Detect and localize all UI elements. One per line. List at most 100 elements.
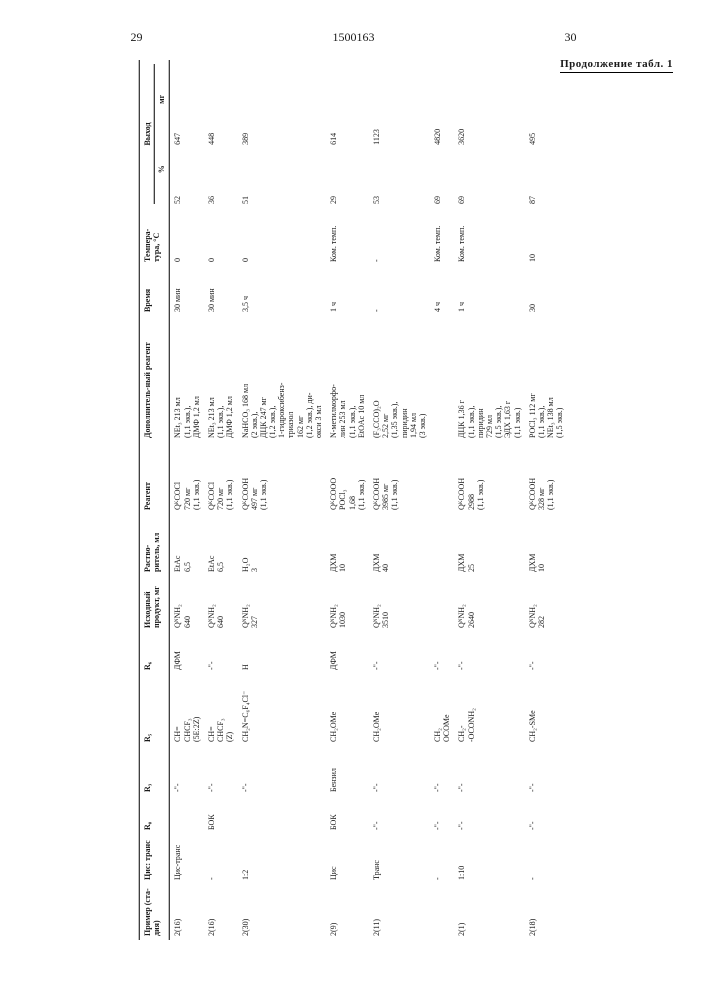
cell-r3: -"- (204, 746, 238, 796)
cell-vykhod_pct: 36 (204, 149, 238, 208)
cell-vremya: 3,5 ч (237, 266, 326, 316)
th-vykhod: Выход % мг (139, 60, 169, 208)
cell-r3: Бензил (326, 746, 369, 796)
cell-vykhod_mg: 614 (326, 60, 369, 149)
cell-cistrans: - (525, 834, 568, 884)
cell-primer: 2(1) (454, 884, 524, 940)
cell-vremya: 30 мин (170, 266, 204, 316)
th-vykhod-mg: мг (157, 95, 166, 104)
cell-iskhod (430, 576, 454, 632)
th-r3: R₃ (139, 746, 169, 796)
table-row: 2(18)--"--"-CH₂-SMe-"-QᴺNH₂282ДХМ10QᴷCOO… (525, 60, 568, 940)
cell-vykhod_pct: 29 (326, 149, 369, 208)
cell-cistrans: - (204, 834, 238, 884)
cell-reagent: QᴷCOOH3985 мг(1,1 экв.) (369, 442, 430, 514)
table-row: 2(11)Транс-"--"-CH₂OMe-"-QᴺNH₂3510ДХМ40Q… (369, 60, 430, 940)
cell-vykhod_pct: 53 (369, 149, 430, 208)
cell-reagent (430, 442, 454, 514)
cell-vykhod_pct: 52 (170, 149, 204, 208)
cell-cistrans: Цис-транс (170, 834, 204, 884)
table-row: 2(9)ЦисБОКБензилCH₂OMeДФМQᴺNH₂1030ДХМ10Q… (326, 60, 369, 940)
cell-cistrans: 1:2 (237, 834, 326, 884)
cell-rast: ДХМ25 (454, 514, 524, 576)
cell-r6: -"- (525, 632, 568, 674)
cell-temp: 10 (525, 208, 568, 266)
table-head: Пример (ста-дия) Цис: транс R₀ R₃ R₅ R₆ … (139, 60, 169, 940)
table-row: 2(1)1:10-"--"-CH₂--OCONH₂-"-QᴺNH₂2640ДХМ… (454, 60, 524, 940)
cell-vykhod_mg: 1123 (369, 60, 430, 149)
cell-iskhod: QᴺNH₂282 (525, 576, 568, 632)
cell-primer: 2(16) (170, 884, 204, 940)
cell-r0 (237, 796, 326, 834)
th-primer: Пример (ста-дия) (139, 884, 169, 940)
cell-primer (430, 884, 454, 940)
th-reagent: Реагент (139, 442, 169, 514)
cell-vremya: 30 (525, 266, 568, 316)
page-header: 29 1500163 30 (20, 30, 687, 45)
cell-temp: Ком. темп. (430, 208, 454, 266)
cell-r3: -"- (454, 746, 524, 796)
table-row: 2(16)-БОК-"-CH=CHCF₃(Z)-"-QᴺNH₂640EtAc6,… (204, 60, 238, 940)
cell-temp: 0 (170, 208, 204, 266)
cell-r5: CH=CHCF₃(5E:2Z) (170, 674, 204, 746)
th-r5: R₅ (139, 674, 169, 746)
page-container: 29 1500163 30 Продолжение табл. 1 Пример… (0, 0, 707, 1000)
table-row: --"--"-CH₂OCOMe-"-4 чКом. темп.694820 (430, 60, 454, 940)
cell-iskhod: QᴺNH₂640 (204, 576, 238, 632)
cell-dop: (F₃CCO)₂O2,52 мг(1,35 экв.),пиридин1,94 … (369, 316, 430, 442)
cell-temp: 0 (204, 208, 238, 266)
cell-vykhod_mg: 389 (237, 60, 326, 149)
th-r0: R₀ (139, 796, 169, 834)
cell-iskhod: QᴺNH₂2640 (454, 576, 524, 632)
cell-r0: -"- (430, 796, 454, 834)
cell-r0: -"- (454, 796, 524, 834)
cell-rast: H₂O3 (237, 514, 326, 576)
cell-rast (430, 514, 454, 576)
data-table: Пример (ста-дия) Цис: транс R₀ R₃ R₅ R₆ … (139, 60, 568, 940)
cell-vykhod_mg: 4820 (430, 60, 454, 149)
cell-reagent: QᴷCOCl720 мг(1,1 экв.) (170, 442, 204, 514)
table-row: 2(16)Цис-транс-"-CH=CHCF₃(5E:2Z)ДФМQᴺNH₂… (170, 60, 204, 940)
th-temp: Темпера-тура, °C (139, 208, 169, 266)
cell-rast: ДХМ10 (525, 514, 568, 576)
cell-dop: POCl₃ 112 мг(1,1 экв.),NEt₃ 138 мл(1,5 э… (525, 316, 568, 442)
th-rast: Раство-ритель, мл (139, 514, 169, 576)
cell-vremya: 4 ч (430, 266, 454, 316)
cell-dop: NEt₃ 213 мл(1,1 экв.),ДМФ 1,2 мл (170, 316, 204, 442)
cell-primer: 2(16) (204, 884, 238, 940)
th-cistrans: Цис: транс (139, 834, 169, 884)
cell-cistrans: Транс (369, 834, 430, 884)
th-vykhod-pct: % (157, 165, 166, 173)
cell-iskhod: QᴺNH₂1030 (326, 576, 369, 632)
cell-reagent: QᴷCOOOPOCl₃1,68(1,1 экв.) (326, 442, 369, 514)
cell-primer: 2(18) (525, 884, 568, 940)
cell-dop (430, 316, 454, 442)
cell-r6: -"- (204, 632, 238, 674)
cell-r5: CH₂OMe (326, 674, 369, 746)
th-vremya: Время (139, 266, 169, 316)
cell-temp: - (369, 208, 430, 266)
th-dop: Дополнитель-ный реагент (139, 316, 169, 442)
cell-r5: CH₂--OCONH₂ (454, 674, 524, 746)
cell-temp: Ком. темп. (326, 208, 369, 266)
cell-dop: N-метилморфо-лин 253 мл(1,1 экв.),EtOAc … (326, 316, 369, 442)
cell-primer: 2(30) (237, 884, 326, 940)
cell-vykhod_mg: 3620 (454, 60, 524, 149)
cell-primer: 2(9) (326, 884, 369, 940)
cell-dop: ДЦК 1,36 г(1,1 экв.),пиридин729 мл(1,5 э… (454, 316, 524, 442)
cell-vremya: 30 мин (204, 266, 238, 316)
cell-r6: ДФМ (326, 632, 369, 674)
cell-cistrans: Цис (326, 834, 369, 884)
cell-r5: CH₂OCOMe (430, 674, 454, 746)
cell-cistrans: 1:10 (454, 834, 524, 884)
cell-r0 (170, 796, 204, 834)
cell-r3: -"- (525, 746, 568, 796)
cell-vykhod_pct: 69 (454, 149, 524, 208)
table-body: 2(16)Цис-транс-"-CH=CHCF₃(5E:2Z)ДФМQᴺNH₂… (170, 60, 568, 940)
cell-r0: БОК (326, 796, 369, 834)
cell-rast: ДХМ10 (326, 514, 369, 576)
cell-primer: 2(11) (369, 884, 430, 940)
cell-r3: -"- (369, 746, 430, 796)
th-iskhod: Исходный продукт, мг (139, 576, 169, 632)
cell-iskhod: QᴺNH₂3510 (369, 576, 430, 632)
